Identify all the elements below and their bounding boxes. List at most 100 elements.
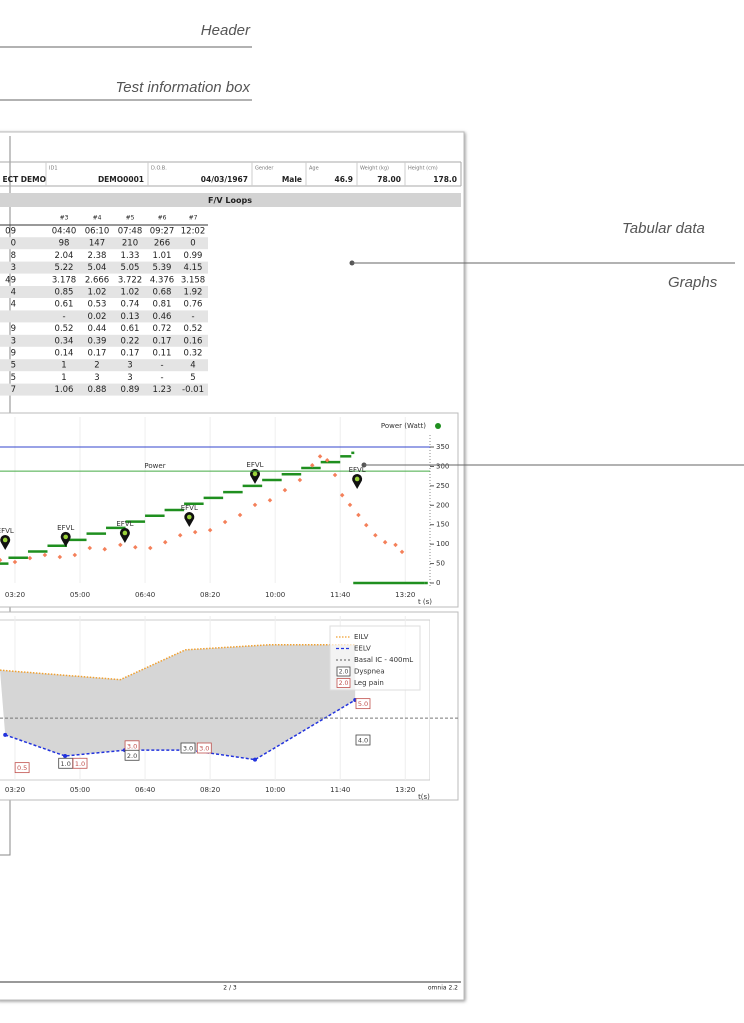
plot-area: [0, 417, 428, 585]
table-cell: 0.74: [121, 300, 140, 310]
info-label: Gender: [255, 166, 274, 172]
table-cell: 98: [59, 239, 70, 249]
legend-label: EELV: [354, 645, 371, 653]
callout-label: Header: [201, 22, 251, 39]
table-cell: 0.52: [55, 324, 74, 334]
info-value: 46.9: [334, 175, 353, 184]
efvl-label: EFVL: [349, 466, 366, 474]
scatter-point: [399, 549, 405, 555]
score-box: [14, 762, 30, 774]
y-tick-label: 250: [436, 482, 449, 490]
table-cell: 1.02: [88, 288, 107, 298]
table-cell: 0.61: [55, 300, 74, 310]
efvl-label: EFVL: [181, 504, 198, 512]
x-axis-label: t(s): [418, 793, 430, 801]
table-cell: 2.04: [55, 251, 74, 261]
efvl-label: EFVL: [116, 520, 133, 528]
scatter-point: [297, 477, 303, 483]
table-cell: 3.158: [181, 275, 205, 285]
series-marker: [63, 754, 68, 758]
info-value: 178.0: [433, 175, 457, 184]
efvl-pin: [184, 512, 195, 528]
table-cell: 0.89: [121, 385, 140, 395]
score-box: [355, 698, 371, 710]
scatter-point: [332, 472, 338, 478]
score-box: [124, 749, 140, 761]
legend-swatch: [435, 423, 441, 429]
efvl-pin: [250, 468, 261, 484]
info-label: ID1: [49, 166, 58, 172]
info-label: D.O.B.: [151, 166, 167, 172]
table-cell: 8: [11, 251, 16, 261]
legend-label: Dyspnea: [354, 668, 385, 676]
info-label: Height (cm): [408, 166, 438, 172]
table-cell: 5.04: [88, 263, 107, 273]
score-label: 3.0: [199, 745, 209, 753]
y-tick-label: 50: [436, 560, 445, 568]
legend-label: Basal IC - 400mL: [354, 656, 413, 664]
table-cell: 4: [11, 300, 16, 310]
table-cell: 3: [94, 373, 99, 383]
efvl-pin-dot: [252, 471, 258, 477]
table-header: #4: [93, 215, 102, 222]
x-tick-label: 03:20: [5, 786, 25, 794]
table-cell: 06:10: [85, 227, 110, 237]
scatter-point: [317, 454, 323, 459]
y-tick-label: 300: [436, 462, 449, 470]
table-header: #7: [189, 215, 198, 222]
table-cell: 147: [89, 239, 105, 249]
table-cell: 04:40: [52, 227, 77, 237]
table-cell: 2.38: [88, 251, 107, 261]
scatter-point: [267, 497, 273, 503]
table-cell: 1: [61, 361, 66, 371]
score-label: 2.0: [127, 752, 137, 760]
table-cell: 12:02: [181, 227, 206, 237]
efvl-pin-dot: [354, 476, 360, 482]
scatter-point: [382, 539, 388, 545]
table-cell: 210: [122, 239, 138, 249]
callout-label: Graphs: [668, 274, 718, 291]
table-cell: 5: [11, 373, 16, 383]
scatter-point: [373, 532, 378, 538]
table-cell: 0.16: [184, 336, 203, 346]
table-cell: 0.14: [55, 349, 74, 359]
x-tick-label: 08:20: [200, 786, 220, 794]
table-cell: 0.34: [55, 336, 74, 346]
score-box: [196, 742, 212, 754]
table-row-shade: [0, 359, 208, 372]
x-tick-label: 05:00: [70, 786, 90, 794]
x-tick-label: 10:00: [265, 786, 285, 794]
table-cell: 0.13: [121, 312, 140, 322]
info-value: DEMO0001: [98, 175, 144, 184]
legend-sample: 2.0: [339, 680, 349, 687]
scatter-point: [309, 463, 315, 468]
table-row-shade: [0, 261, 208, 274]
table-title-bar: [0, 193, 461, 207]
table-cell: 49: [5, 275, 16, 285]
plot-area: [0, 616, 430, 781]
callout-label: Tabular data: [622, 220, 705, 237]
table-cell: 1.06: [55, 385, 74, 395]
table-cell: 0.22: [121, 336, 140, 346]
x-tick-label: 10:00: [265, 591, 285, 599]
legend-swatch: [336, 678, 351, 688]
info-label: Weight (kg): [360, 166, 389, 172]
table-cell: 0.72: [153, 324, 172, 334]
table-cell: 0.32: [184, 349, 203, 359]
table-cell: 0.02: [88, 312, 107, 322]
x-tick-label: 03:20: [5, 591, 25, 599]
x-tick-label: 08:20: [200, 591, 220, 599]
table-cell: 3: [127, 373, 132, 383]
legend-sample: 2.0: [339, 669, 349, 676]
table-cell: 5: [190, 373, 195, 383]
info-value: 78.00: [377, 175, 401, 184]
y-tick-label: 0: [436, 579, 440, 587]
table-cell: 09:27: [150, 227, 175, 237]
scatter-point: [252, 502, 258, 508]
frame-edge: [0, 136, 11, 856]
table-row-shade: [0, 383, 208, 396]
table-cell: 0.99: [184, 251, 203, 261]
